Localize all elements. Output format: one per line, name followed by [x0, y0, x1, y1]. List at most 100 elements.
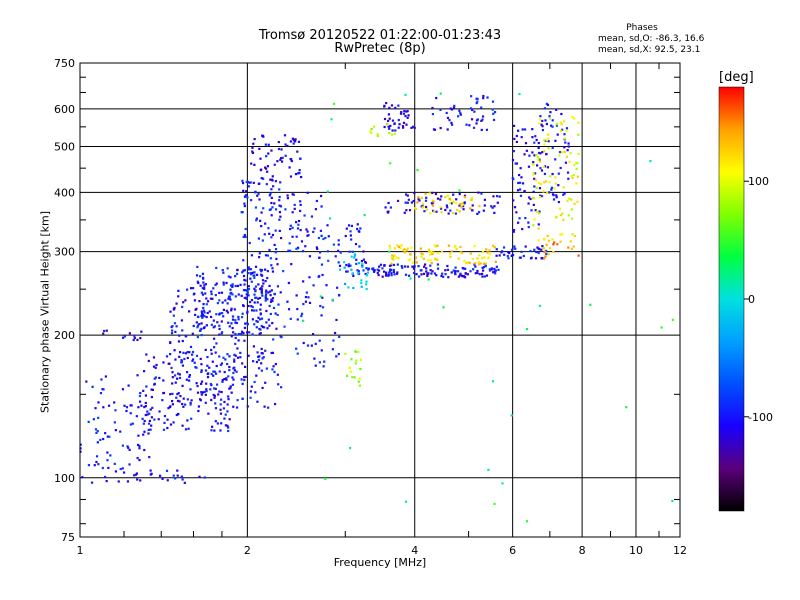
data-point	[296, 318, 299, 321]
data-point	[450, 250, 453, 253]
data-point	[525, 149, 528, 152]
data-point	[290, 159, 293, 163]
data-point	[548, 115, 551, 118]
data-point	[243, 378, 246, 382]
data-point	[497, 268, 500, 271]
data-point	[519, 188, 522, 191]
data-point	[143, 430, 146, 433]
data-point	[184, 334, 187, 338]
data-point	[402, 249, 405, 252]
data-point	[247, 285, 250, 288]
data-point	[296, 227, 300, 230]
data-point	[515, 211, 518, 214]
data-point	[512, 149, 515, 153]
data-point	[470, 208, 474, 212]
data-point	[227, 429, 230, 433]
data-point	[436, 244, 439, 247]
data-point	[158, 474, 162, 477]
data-point	[215, 313, 218, 316]
data-point	[567, 145, 570, 148]
data-point	[260, 347, 263, 351]
data-point	[319, 194, 323, 198]
data-point	[213, 429, 216, 432]
data-point	[191, 359, 194, 362]
data-point	[451, 211, 455, 215]
data-point	[395, 256, 398, 259]
data-point	[435, 96, 438, 100]
data-point	[563, 133, 566, 136]
data-point	[224, 413, 227, 416]
data-point	[220, 320, 223, 323]
data-point	[178, 351, 182, 354]
data-point	[473, 263, 476, 266]
x-tick-label: 8	[579, 544, 586, 557]
data-point	[517, 129, 520, 132]
data-point	[347, 265, 350, 268]
data-point	[266, 170, 269, 173]
data-point	[231, 318, 235, 321]
y-tick-label: 400	[54, 186, 75, 199]
data-point	[247, 304, 250, 308]
data-point	[243, 195, 247, 198]
data-point	[533, 185, 536, 188]
data-point	[241, 382, 244, 385]
data-point	[493, 110, 497, 114]
data-point	[196, 326, 199, 329]
data-point	[421, 206, 424, 209]
data-point	[180, 319, 184, 322]
data-point	[477, 261, 480, 264]
data-point	[492, 244, 495, 247]
data-point	[234, 354, 237, 357]
colorbar-tick-label: 100	[748, 175, 769, 188]
data-point	[94, 428, 98, 431]
data-point	[532, 173, 535, 176]
data-point	[174, 358, 177, 361]
data-point	[321, 273, 324, 277]
data-point	[576, 175, 579, 178]
data-point	[319, 229, 322, 232]
data-point	[176, 393, 179, 396]
data-point	[524, 142, 528, 145]
data-point	[345, 270, 348, 273]
data-point	[523, 128, 527, 131]
data-point	[510, 248, 514, 251]
data-point	[389, 270, 392, 273]
data-point	[270, 214, 273, 217]
data-point	[449, 255, 452, 258]
data-point	[262, 177, 265, 180]
data-point	[260, 224, 263, 228]
data-point	[325, 284, 328, 287]
data-point	[562, 193, 565, 196]
data-point	[254, 191, 257, 194]
data-point	[520, 176, 523, 179]
data-point	[421, 253, 424, 256]
data-point	[278, 188, 281, 191]
data-point	[276, 263, 279, 266]
data-point	[149, 428, 152, 431]
data-point	[436, 263, 440, 266]
data-point	[495, 254, 498, 257]
data-point	[424, 192, 427, 195]
data-point	[266, 327, 269, 330]
data-point	[178, 334, 181, 337]
data-point	[297, 223, 300, 226]
data-point	[105, 480, 108, 483]
data-point	[390, 255, 393, 258]
data-point	[243, 202, 246, 205]
x-tick-label: 2	[244, 544, 251, 557]
data-point	[263, 166, 267, 169]
data-point	[370, 127, 373, 131]
data-point	[194, 308, 197, 311]
data-point	[166, 479, 169, 482]
data-point	[257, 182, 260, 185]
data-point	[249, 396, 252, 399]
data-point	[255, 296, 258, 299]
data-point	[227, 375, 230, 378]
data-point	[551, 119, 554, 122]
data-point	[390, 272, 393, 275]
data-point	[199, 328, 202, 331]
data-point	[471, 204, 474, 207]
data-point	[533, 218, 536, 221]
data-point	[398, 245, 401, 249]
data-point	[416, 201, 419, 204]
